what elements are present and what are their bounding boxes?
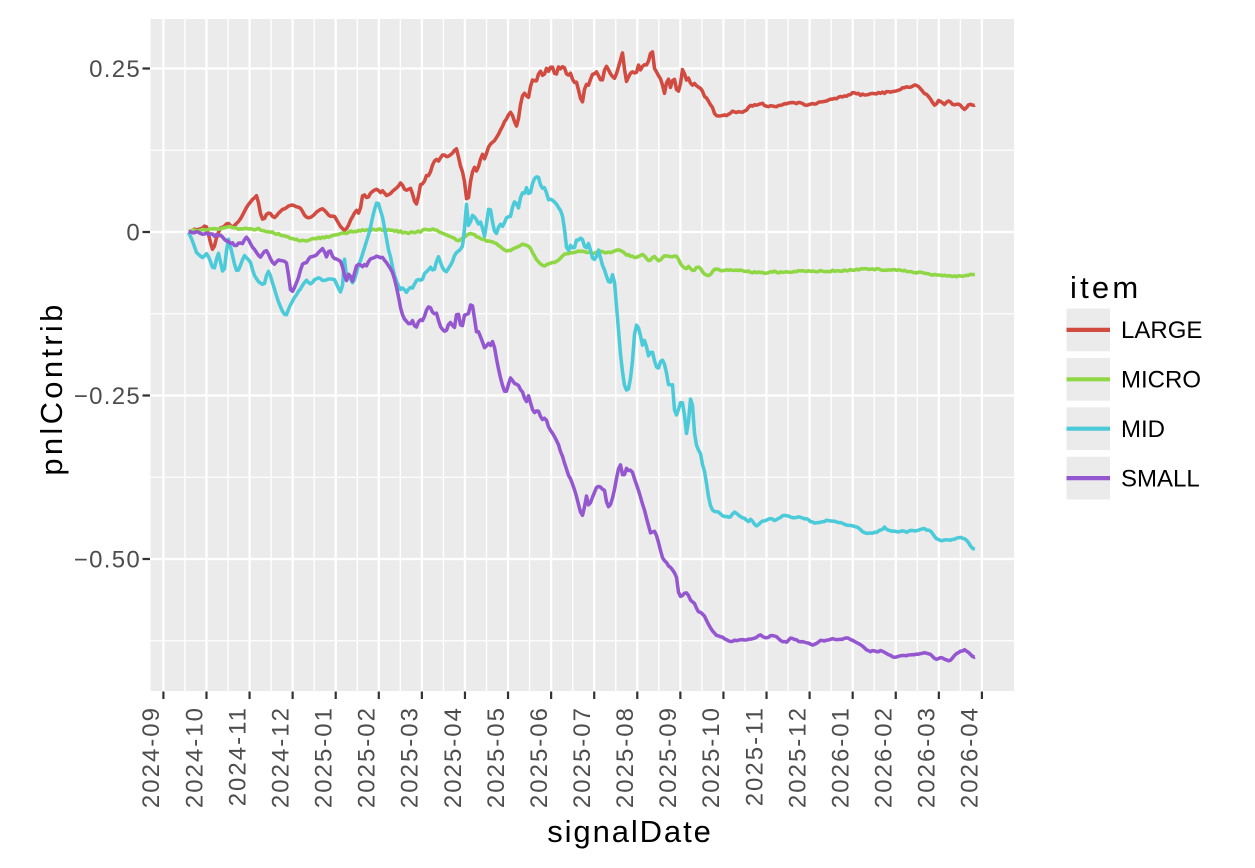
svg-text:MICRO: MICRO (1121, 367, 1201, 394)
svg-text:2025-11: 2025-11 (741, 706, 768, 806)
svg-text:2025-09: 2025-09 (655, 706, 682, 808)
svg-text:2025-12: 2025-12 (784, 706, 811, 808)
svg-text:2025-07: 2025-07 (569, 706, 596, 808)
svg-text:2024-09: 2024-09 (138, 706, 165, 808)
svg-text:−0.50: −0.50 (74, 546, 141, 573)
svg-text:2026-04: 2026-04 (957, 706, 984, 808)
svg-text:SMALL: SMALL (1121, 465, 1200, 492)
svg-text:item: item (1070, 270, 1141, 305)
svg-text:0.25: 0.25 (89, 56, 141, 83)
svg-text:0: 0 (126, 219, 141, 246)
svg-text:2025-01: 2025-01 (311, 706, 338, 808)
svg-text:2026-01: 2026-01 (828, 706, 855, 808)
svg-text:2025-10: 2025-10 (698, 706, 725, 808)
svg-text:2025-08: 2025-08 (612, 706, 639, 808)
svg-text:2024-11: 2024-11 (224, 706, 251, 806)
svg-text:pnlContrib: pnlContrib (34, 301, 69, 475)
svg-text:LARGE: LARGE (1121, 317, 1202, 344)
svg-text:2026-03: 2026-03 (914, 706, 941, 808)
svg-text:2024-10: 2024-10 (181, 706, 208, 808)
svg-text:2025-03: 2025-03 (397, 706, 424, 808)
svg-text:signalDate: signalDate (547, 814, 712, 849)
svg-text:MID: MID (1121, 416, 1165, 443)
svg-text:2025-02: 2025-02 (354, 706, 381, 808)
svg-text:2025-04: 2025-04 (440, 706, 467, 808)
svg-text:−0.25: −0.25 (74, 383, 141, 410)
svg-text:2026-02: 2026-02 (871, 706, 898, 808)
svg-text:2024-12: 2024-12 (267, 706, 294, 808)
svg-text:2025-05: 2025-05 (483, 706, 510, 808)
svg-text:2025-06: 2025-06 (526, 706, 553, 808)
